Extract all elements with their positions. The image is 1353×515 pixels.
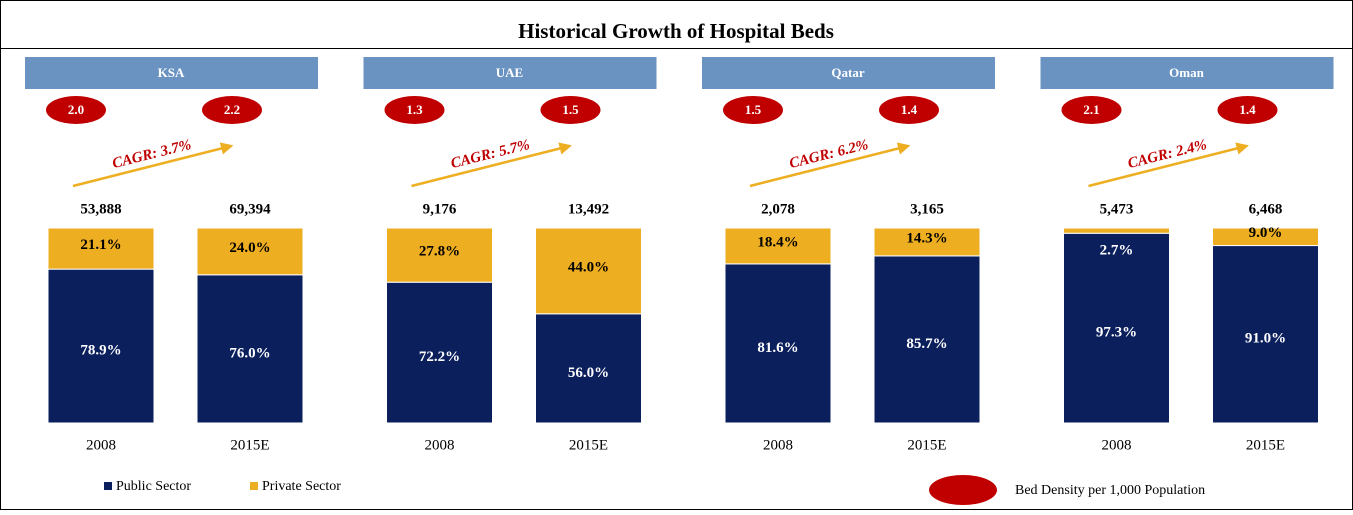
value-label: 97.3%	[1096, 325, 1137, 341]
bar-segment	[1063, 232, 1170, 424]
bar-segment	[724, 263, 832, 424]
density-label: 1.5	[562, 102, 579, 117]
bar-segment	[1212, 245, 1319, 424]
panel-title: KSA	[158, 65, 185, 80]
x-tick-label: 2008	[763, 437, 793, 453]
bar-segment	[535, 313, 642, 424]
chart-title: Historical Growth of Hospital Beds	[518, 19, 834, 43]
density-marker	[723, 96, 783, 124]
density-marker	[1217, 96, 1278, 124]
legend-label: Private Sector	[262, 479, 341, 494]
bar-segment	[535, 227, 642, 315]
density-label: 2.2	[224, 102, 240, 117]
value-label: 81.6%	[757, 340, 798, 356]
value-label: 76.0%	[229, 345, 270, 361]
cagr-arrow	[72, 142, 234, 188]
value-label: 56.0%	[568, 365, 609, 381]
density-marker	[540, 96, 601, 124]
density-label: 1.4	[901, 102, 918, 117]
cagr-arrow	[1088, 142, 1249, 188]
total-label: 69,394	[229, 201, 271, 217]
density-label: 1.4	[1239, 102, 1256, 117]
x-tick-label: 2008	[86, 437, 116, 453]
legend-swatch	[250, 482, 258, 490]
density-label: 1.5	[745, 102, 762, 117]
value-label: 14.3%	[906, 230, 947, 246]
bar-segment	[47, 227, 155, 270]
legend-swatch	[104, 482, 112, 490]
density-marker	[202, 96, 262, 124]
bar-segment	[873, 227, 981, 257]
value-label: 72.2%	[419, 349, 460, 365]
panel-title: Qatar	[831, 65, 864, 80]
total-label: 6,468	[1249, 201, 1283, 217]
density-label: 1.3	[406, 102, 423, 117]
value-label: 27.8%	[419, 244, 460, 260]
density-marker	[1061, 96, 1122, 124]
value-label: 78.9%	[80, 343, 121, 359]
density-legend-icon	[929, 475, 997, 505]
value-label: 9.0%	[1249, 225, 1283, 241]
value-label: 85.7%	[906, 336, 947, 352]
cagr-arrow	[411, 142, 572, 188]
bar-segment	[1212, 227, 1319, 247]
bar-segment	[47, 268, 155, 424]
bar-segment	[386, 227, 493, 283]
density-legend: Bed Density per 1,000 Population	[1015, 483, 1205, 498]
density-label: 2.1	[1083, 102, 1099, 117]
total-label: 3,165	[910, 201, 944, 217]
value-label: 18.4%	[757, 234, 798, 250]
bar-segment	[196, 274, 304, 424]
x-tick-label: 2015E	[230, 437, 269, 453]
value-label: 21.1%	[80, 237, 121, 253]
total-label: 53,888	[80, 201, 121, 217]
legend-label: Public Sector	[116, 479, 191, 494]
total-label: 2,078	[761, 201, 795, 217]
x-tick-label: 2015E	[569, 437, 608, 453]
x-tick-label: 2008	[425, 437, 455, 453]
panel-title: Oman	[1169, 65, 1204, 80]
density-marker	[879, 96, 939, 124]
cagr-arrow	[749, 142, 911, 188]
panel-header	[702, 57, 995, 89]
total-label: 9,176	[423, 201, 457, 217]
bar-segment	[724, 227, 832, 265]
bar-segment	[1063, 227, 1170, 234]
value-label: 44.0%	[568, 259, 609, 275]
panel-title: UAE	[496, 65, 523, 80]
x-tick-label: 2015E	[1246, 437, 1285, 453]
density-marker	[384, 96, 445, 124]
bar-segment	[386, 281, 493, 424]
value-label: 91.0%	[1245, 331, 1286, 347]
total-label: 5,473	[1100, 201, 1134, 217]
value-label: 24.0%	[229, 240, 270, 256]
x-tick-label: 2015E	[907, 437, 946, 453]
density-label: 2.0	[68, 102, 84, 117]
value-label: 2.7%	[1100, 243, 1134, 259]
panel-header	[363, 57, 657, 89]
total-label: 13,492	[568, 201, 609, 217]
panel-header	[1040, 57, 1334, 89]
bar-segment	[873, 255, 981, 424]
bar-segment	[196, 227, 304, 276]
density-marker	[46, 96, 106, 124]
panel-header	[25, 57, 318, 89]
x-tick-label: 2008	[1102, 437, 1132, 453]
